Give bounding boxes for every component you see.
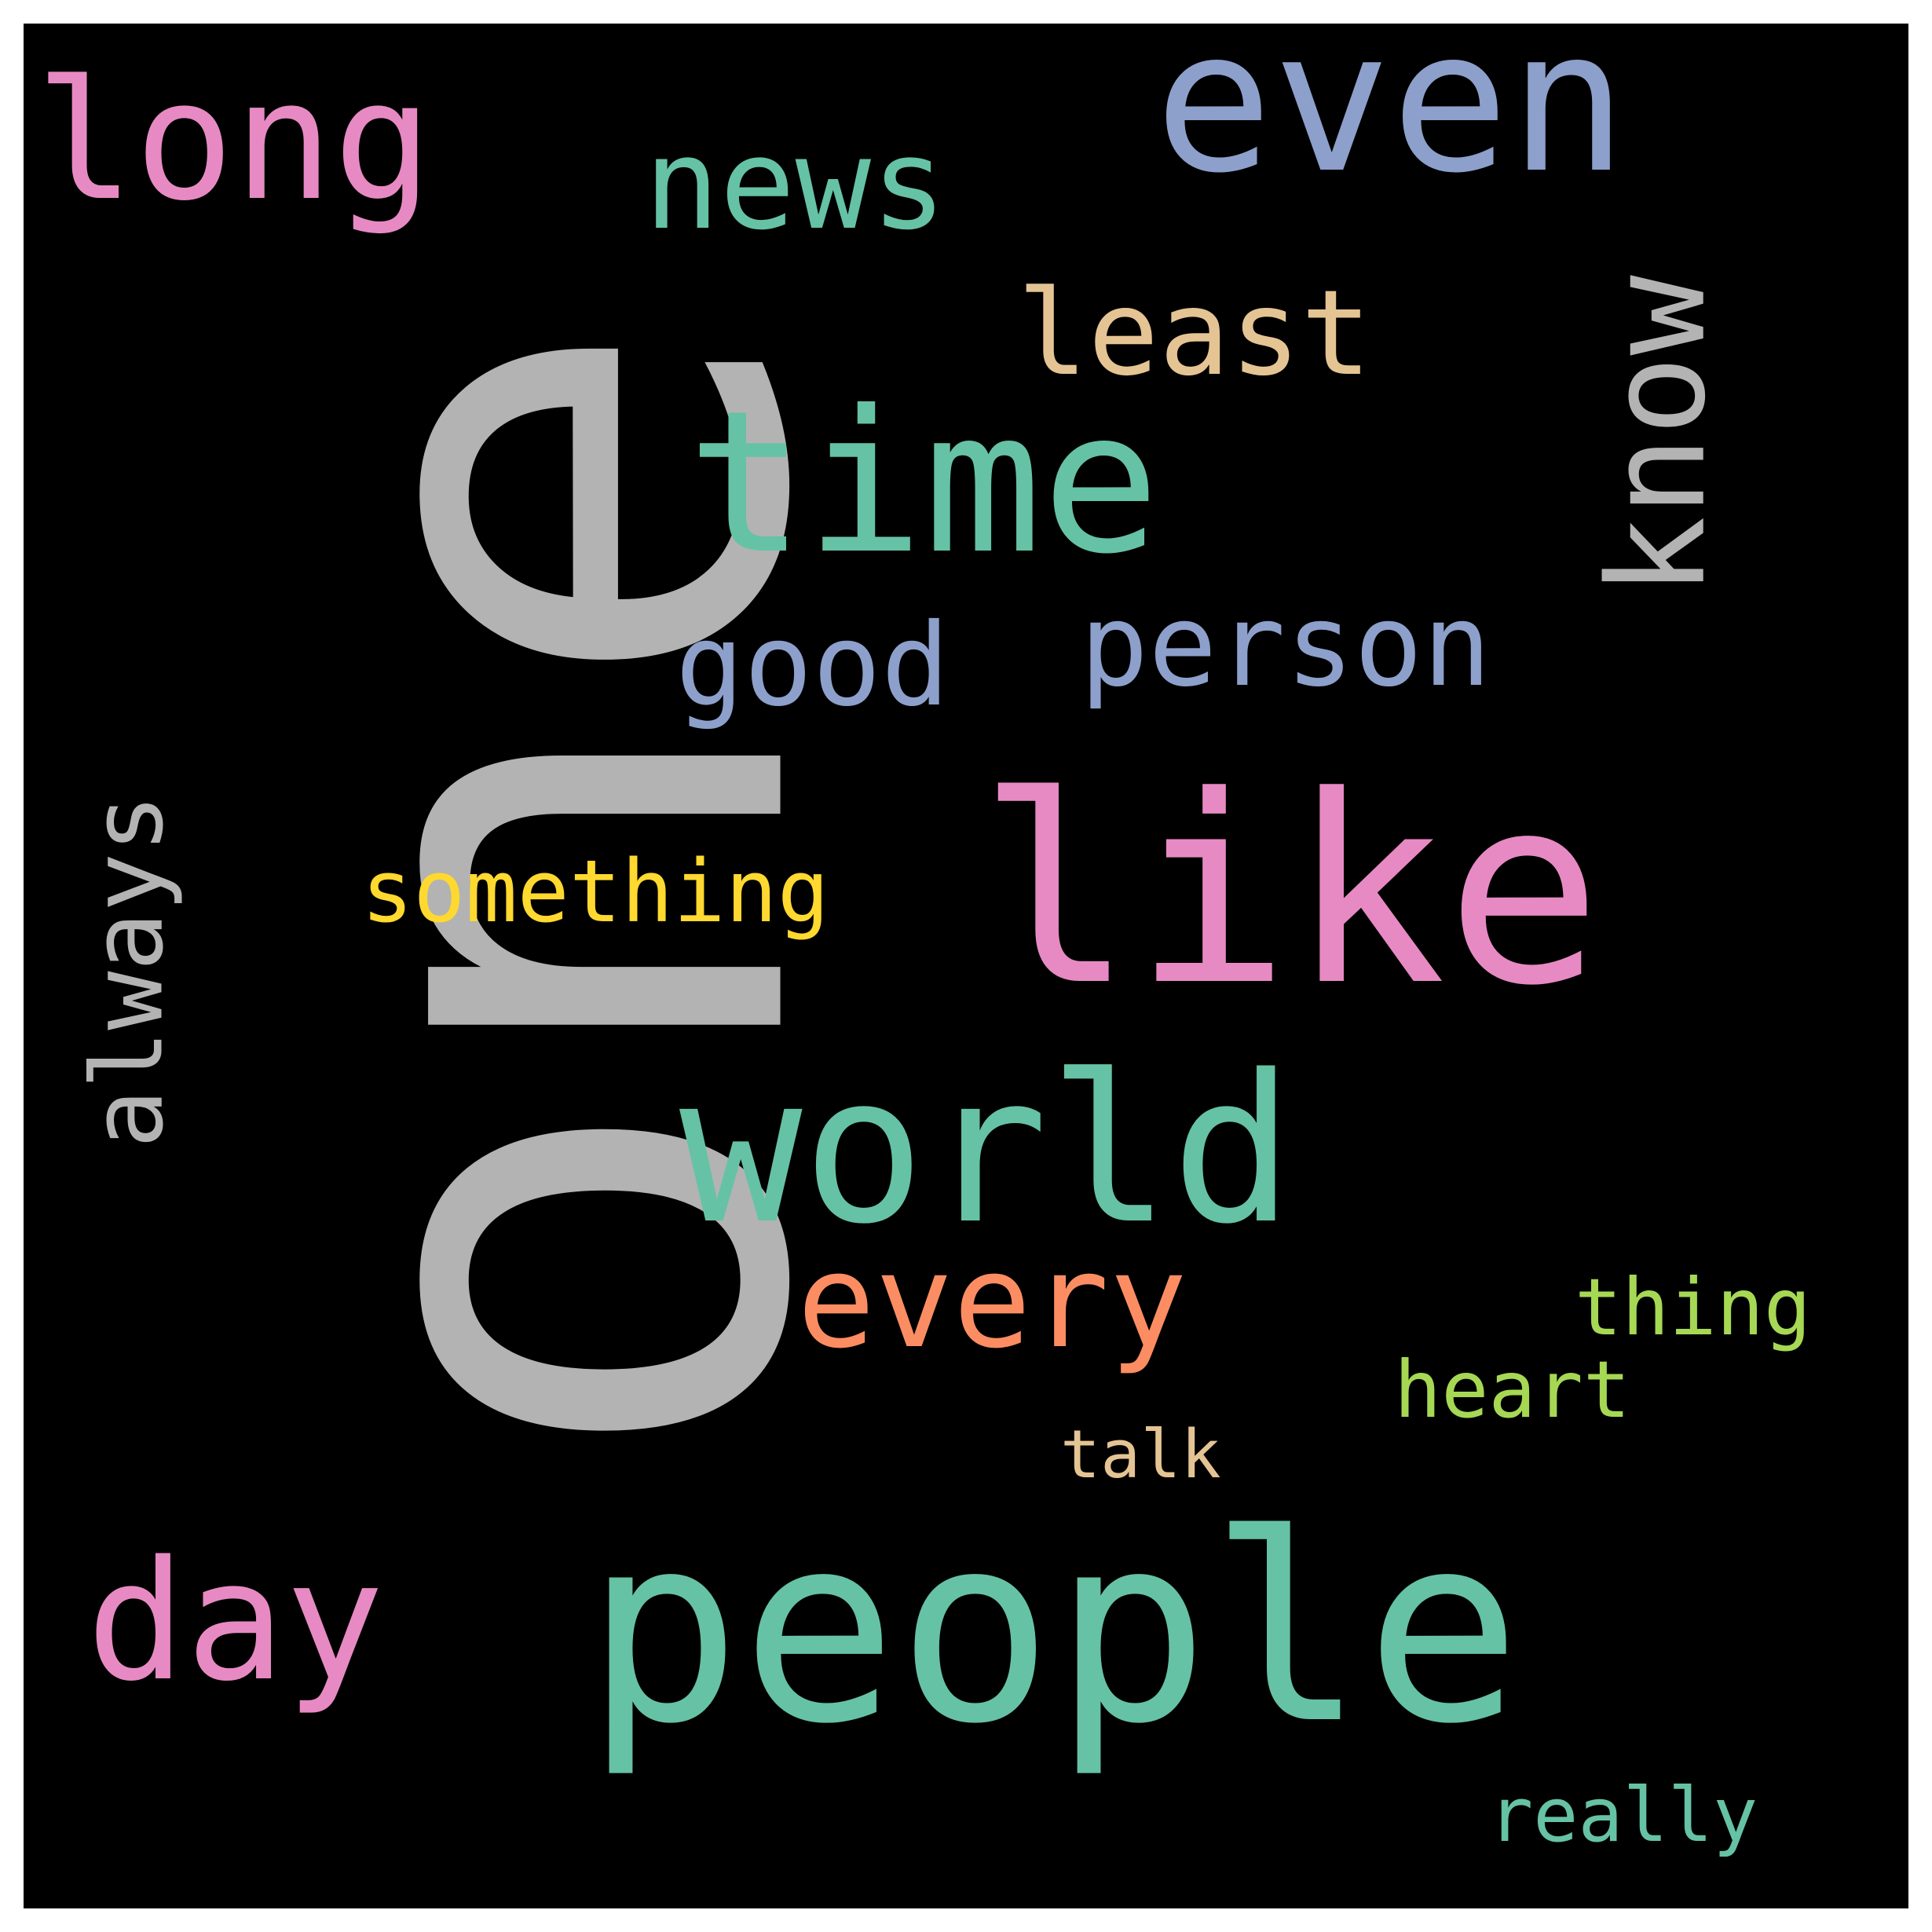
word-like: like <box>978 741 1602 1042</box>
word-something: something <box>361 841 830 942</box>
word-people: people <box>585 1479 1522 1780</box>
word-news: news <box>644 111 947 258</box>
word-really: really <box>1488 1773 1758 1859</box>
word-person: person <box>1080 580 1491 712</box>
word-every: every <box>797 1226 1187 1377</box>
word-day: day <box>86 1525 385 1718</box>
word-even: even <box>1154 24 1628 216</box>
word-good: good <box>675 599 950 732</box>
word-know: know <box>1579 274 1736 597</box>
word-least: least <box>1017 265 1372 402</box>
word-time: time <box>687 368 1161 597</box>
word-long: long <box>35 45 433 237</box>
word-world: world <box>679 1032 1294 1269</box>
word-cloud-canvas: one people like world time even long day every kn… <box>24 24 1908 1908</box>
word-heart: heart <box>1394 1344 1631 1436</box>
word-talk: talk <box>1060 1416 1221 1494</box>
word-thing: thing <box>1575 1261 1812 1353</box>
word-always: always <box>70 793 185 1148</box>
